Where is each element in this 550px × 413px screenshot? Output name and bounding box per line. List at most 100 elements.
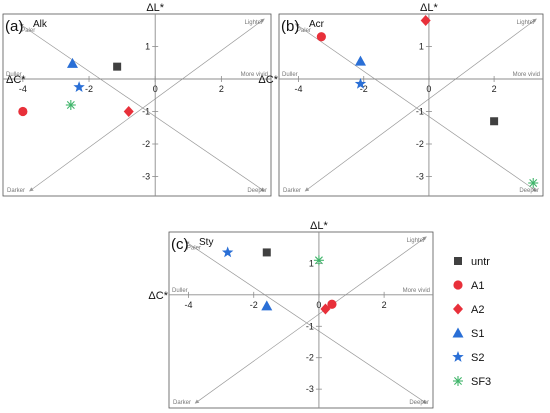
- corner-label-duller: Duller: [172, 288, 188, 294]
- legend-item-untr: untr: [454, 256, 490, 268]
- y-tick-label: 1: [419, 42, 424, 52]
- y-tick-label: 1: [145, 42, 150, 52]
- legend-label: S2: [471, 352, 484, 364]
- y-tick-label: -1: [142, 107, 150, 117]
- point-sf3: [528, 178, 539, 188]
- y-axis-label: ΔL*: [146, 2, 164, 14]
- legend-label: A2: [471, 304, 484, 316]
- legend-label: untr: [471, 256, 490, 268]
- corner-label-darker: Darker: [173, 400, 191, 406]
- legend-label: S1: [471, 328, 484, 340]
- corner-label-paler: Paler: [187, 245, 201, 251]
- legend-marker-s1: [452, 327, 464, 338]
- x-tick-label: 2: [492, 84, 497, 94]
- corner-label-more-vivid: More vivid: [513, 72, 540, 78]
- point-s1: [66, 57, 78, 68]
- corner-label-more-vivid: More vivid: [403, 288, 430, 294]
- point-s1: [261, 300, 273, 311]
- y-tick-label: -2: [142, 139, 150, 149]
- corner-label-lighter: Lighter: [245, 20, 263, 26]
- x-tick-label: 0: [426, 84, 431, 94]
- legend-label: SF3: [471, 376, 491, 388]
- x-tick-label: 2: [219, 84, 224, 94]
- corner-label-paler: Paler: [297, 28, 311, 34]
- corner-label-darker: Darker: [7, 188, 25, 194]
- x-tick-label: -4: [185, 300, 193, 310]
- point-a1: [327, 299, 337, 309]
- panel-label: (b): [281, 18, 299, 35]
- panel-title: Acr: [309, 19, 325, 30]
- legend-marker-a2: [453, 303, 463, 315]
- x-tick-label: -4: [295, 84, 303, 94]
- y-tick-label: -3: [416, 172, 424, 182]
- x-tick-label: -2: [85, 84, 93, 94]
- panel-title: Alk: [33, 19, 48, 30]
- x-tick-label: 0: [153, 84, 158, 94]
- panel-acr: -4 -2 0 2 -3 -2 -1 1 Paler Lighter Duller More vivi…: [258, 2, 544, 197]
- panel-title: Sty: [199, 237, 213, 248]
- legend-marker-s2: [452, 351, 464, 362]
- y-tick-label: -3: [142, 172, 150, 182]
- legend-item-s1: S1: [452, 327, 484, 340]
- corner-label-lighter: Lighter: [517, 20, 535, 26]
- legend-marker-sf3: [453, 376, 463, 386]
- point-untr: [262, 248, 271, 257]
- corner-label-more-vivid: More vivid: [241, 72, 268, 78]
- corner-label-duller: Duller: [282, 72, 298, 78]
- x-tick-label: 0: [316, 300, 321, 310]
- legend-item-sf3: SF3: [453, 376, 491, 388]
- panel-sty: -4 -2 0 2 -3 -2 -1 1 Paler Lighter Duller More vivi…: [148, 220, 434, 409]
- point-a2: [123, 106, 134, 117]
- corner-label-darker: Darker: [283, 188, 301, 194]
- legend-item-a1: A1: [453, 280, 484, 292]
- corner-label-deeper: Deeper: [409, 400, 429, 406]
- y-tick-label: -3: [306, 384, 314, 394]
- y-tick-label: -2: [416, 139, 424, 149]
- corner-label-paler: Paler: [21, 28, 35, 34]
- y-tick-label: -1: [416, 107, 424, 117]
- legend-marker-untr: [454, 257, 462, 265]
- point-s2: [73, 81, 85, 92]
- corner-label-deeper: Deeper: [247, 188, 267, 194]
- plot-frame: [2, 13, 272, 197]
- legend-item-a2: A2: [453, 303, 484, 316]
- y-axis-label: ΔL*: [310, 220, 328, 232]
- legend: untr A1 A2 S1 S2 SF3: [452, 256, 491, 388]
- x-axis-label: ΔC*: [6, 74, 26, 86]
- corner-label-deeper: Deeper: [519, 188, 539, 194]
- x-tick-label: -4: [19, 84, 27, 94]
- legend-item-s2: S2: [452, 351, 484, 364]
- legend-marker-a1: [453, 280, 463, 290]
- point-a2: [320, 303, 331, 315]
- panel-label: (a): [5, 18, 23, 35]
- x-axis-label: ΔC*: [258, 74, 278, 86]
- plot-frame: [168, 231, 434, 409]
- y-tick-label: -1: [306, 321, 314, 331]
- x-tick-label: -2: [360, 84, 368, 94]
- point-untr: [113, 62, 122, 71]
- diagonal-paler-deeper: [19, 23, 265, 192]
- x-axis-label: ΔC*: [148, 290, 168, 302]
- x-tick-label: -2: [250, 300, 258, 310]
- point-s2: [354, 77, 367, 89]
- diagonal-paler-deeper: [184, 241, 427, 404]
- point-s1: [354, 55, 366, 66]
- point-a1: [316, 32, 326, 42]
- plot-frame: [278, 13, 544, 197]
- point-a1: [18, 106, 28, 117]
- panel-alk: -4 -2 0 2 -3 -2 -1 1 Paler Lighter Duller More vivi…: [2, 2, 272, 197]
- y-tick-label: 1: [309, 258, 314, 268]
- x-tick-label: 2: [382, 300, 387, 310]
- point-untr: [490, 117, 499, 126]
- legend-label: A1: [471, 280, 484, 292]
- y-tick-label: -2: [306, 353, 314, 363]
- point-sf3: [313, 255, 324, 266]
- point-s2: [221, 246, 234, 258]
- corner-label-lighter: Lighter: [407, 238, 425, 244]
- point-a2: [420, 15, 431, 26]
- panel-label: (c): [171, 236, 189, 253]
- point-sf3: [65, 100, 76, 110]
- corner-label-duller: Duller: [6, 72, 22, 78]
- y-axis-label: ΔL*: [420, 2, 438, 14]
